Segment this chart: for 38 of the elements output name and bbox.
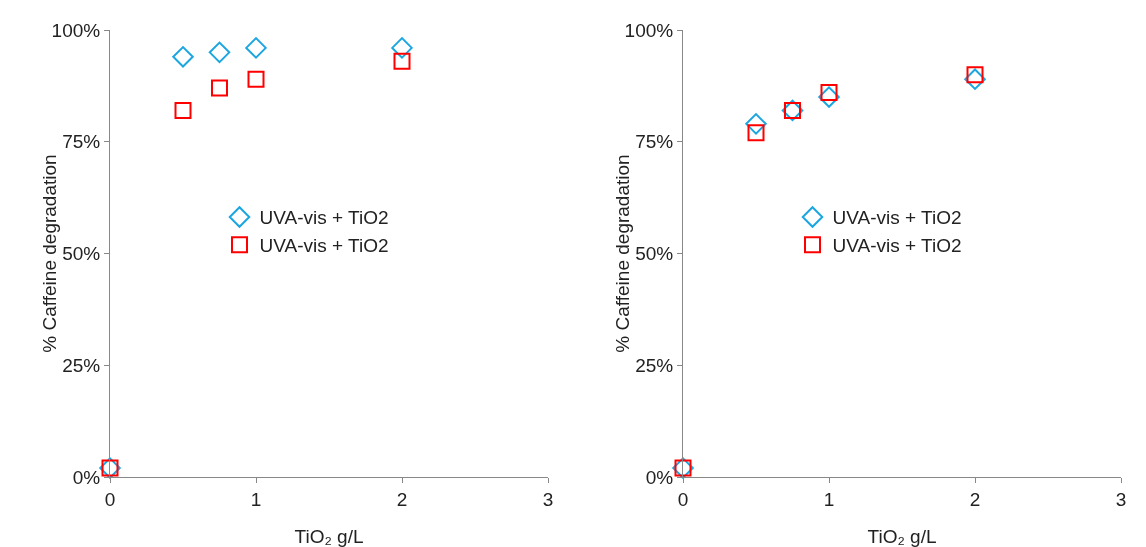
- x-tick-label: 2: [969, 488, 981, 510]
- point: [245, 37, 267, 59]
- y-tick-label: 100%: [51, 19, 101, 41]
- y-tick-label: 100%: [624, 19, 674, 41]
- point: [393, 52, 411, 70]
- y-axis-title: % Caffeine degradation: [39, 154, 61, 353]
- point: [745, 113, 767, 135]
- point: [208, 41, 231, 64]
- point: [391, 37, 413, 59]
- point: [211, 79, 228, 97]
- point: [964, 68, 986, 90]
- x-tick-label: 1: [823, 488, 835, 510]
- y-tick-label: 0%: [645, 466, 674, 488]
- legend-label: UVA-vis + TiO2: [832, 235, 962, 257]
- y-tick-label: 50%: [62, 243, 101, 265]
- point: [247, 70, 265, 88]
- x-tick-label: 3: [1115, 488, 1127, 510]
- x-tick-label: 3: [542, 488, 554, 510]
- point: [174, 101, 192, 119]
- x-tick-label: 0: [677, 488, 689, 510]
- y-tick-label: 25%: [635, 354, 674, 376]
- x-tick-label: 0: [104, 488, 116, 510]
- legend-label: UVA-vis + TiO2: [259, 207, 389, 229]
- point: [172, 46, 194, 68]
- y-axis-title: % Caffeine degradation: [612, 154, 634, 353]
- legend-label: UVA-vis + TiO2: [832, 207, 962, 229]
- y-tick-label: 0%: [72, 466, 101, 488]
- y-tick-label: 75%: [62, 131, 101, 153]
- point: [818, 86, 840, 108]
- legend-label: UVA-vis + TiO2: [259, 235, 389, 257]
- y-tick-label: 25%: [62, 354, 101, 376]
- y-tick-label: 75%: [635, 131, 674, 153]
- x-tick-label: 2: [396, 488, 408, 510]
- y-tick-label: 50%: [635, 243, 674, 265]
- x-tick-label: 1: [250, 488, 262, 510]
- x-axis-title: TiO₂ g/L: [867, 526, 937, 547]
- point: [747, 124, 765, 142]
- x-axis-title: TiO₂ g/L: [294, 526, 364, 547]
